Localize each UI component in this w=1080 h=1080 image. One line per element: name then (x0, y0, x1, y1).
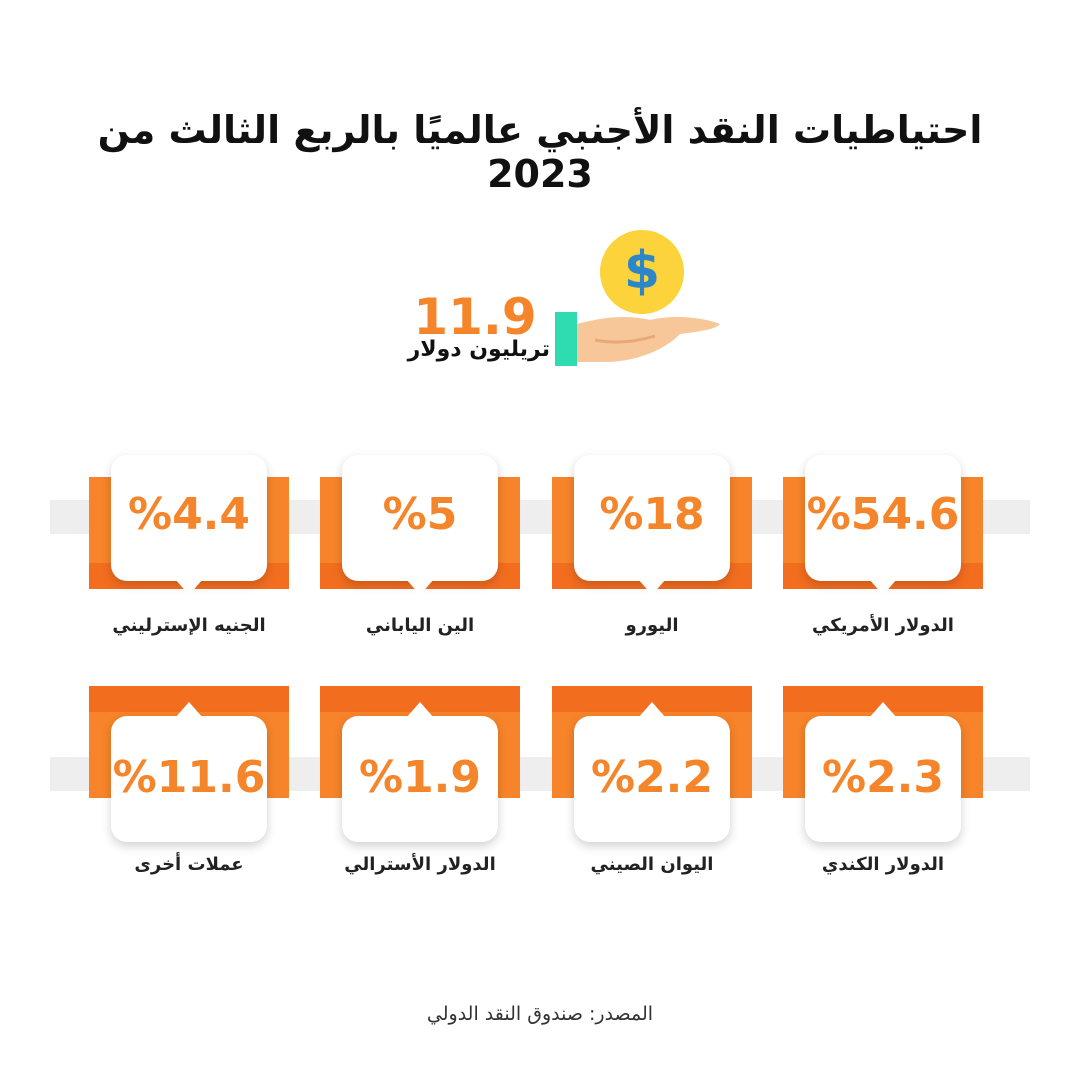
currency-name: اليورو (625, 615, 679, 636)
currency-share: %1.9 (358, 752, 482, 803)
coin-dollar-icon: $ (600, 230, 684, 314)
hand-icon (555, 312, 720, 366)
source-note: المصدر: صندوق النقد الدولي (426, 1003, 654, 1025)
currency-name: الدولار الأمريكي (812, 615, 954, 636)
currency-card-gbp: %4.4 الجنيه الإسترليني (89, 455, 289, 650)
total-label: تريليون دولار (407, 337, 550, 362)
currency-card-aud: %1.9 الدولار الأسترالي (320, 686, 520, 881)
currency-share: %2.3 (821, 752, 945, 803)
currency-share: %54.6 (806, 489, 960, 540)
total-reserves: $ 11.9 تريليون دولار (360, 225, 740, 375)
currency-name: الجنيه الإسترليني (112, 615, 266, 636)
currency-name: الين الياباني (365, 615, 475, 636)
total-value: 11.9 (413, 288, 537, 346)
currency-name: عملات أخرى (134, 854, 244, 875)
currency-card-eur: %18 اليورو (552, 455, 752, 650)
currency-name: اليوان الصيني (590, 854, 714, 875)
currency-card-cad: %2.3 الدولار الكندي (783, 686, 983, 881)
currency-name: الدولار الأسترالي (344, 854, 496, 875)
currency-share: %11.6 (112, 752, 266, 803)
dollar-sign: $ (623, 241, 661, 301)
currency-card-cny: %2.2 اليوان الصيني (552, 686, 752, 881)
currency-card-other: %11.6 عملات أخرى (89, 686, 289, 881)
currency-name: الدولار الكندي (821, 854, 945, 875)
currency-share: %18 (599, 489, 705, 540)
currency-share: %4.4 (127, 489, 251, 540)
currency-card-usd: %54.6 الدولار الأمريكي (783, 455, 983, 650)
currency-card-jpy: %5 الين الياباني (320, 455, 520, 650)
currency-share: %5 (382, 489, 458, 540)
page-title: احتياطيات النقد الأجنبي عالميًا بالربع ا… (97, 108, 983, 196)
currency-share: %2.2 (590, 752, 714, 803)
